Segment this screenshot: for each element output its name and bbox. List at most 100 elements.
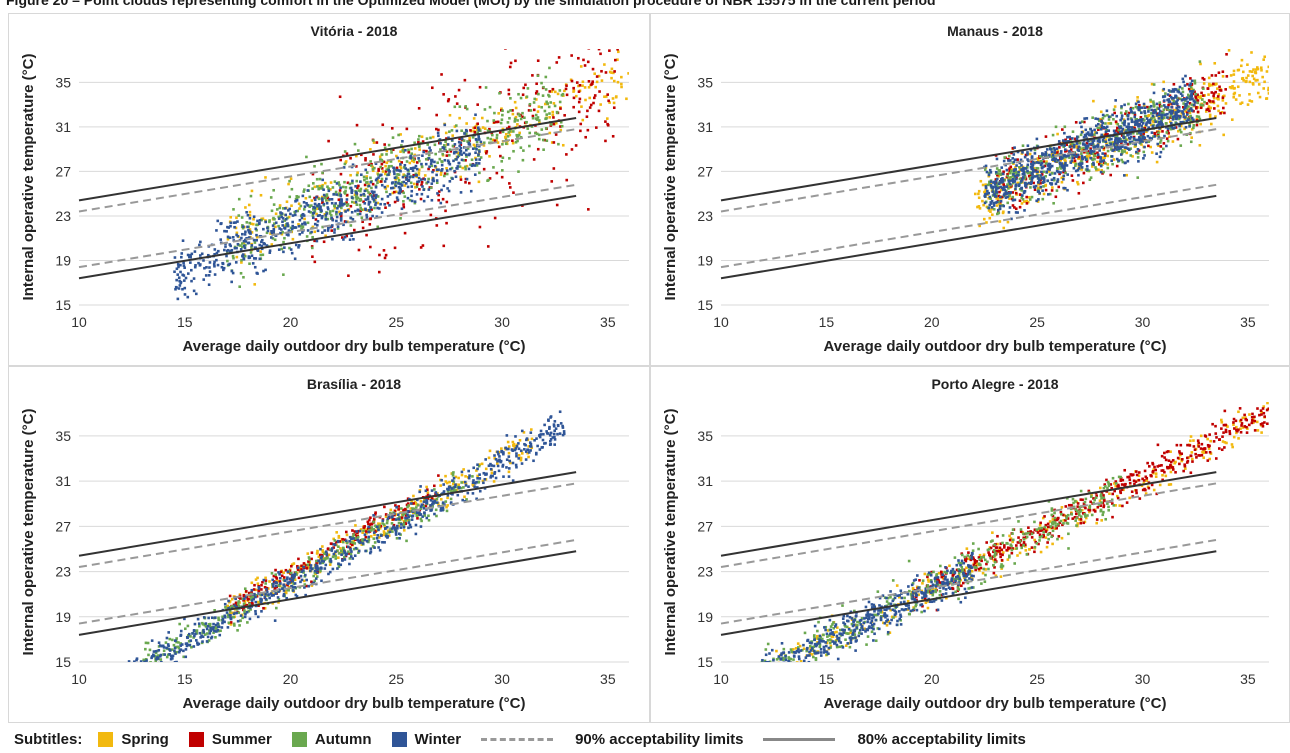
data-point — [386, 184, 390, 188]
data-point — [377, 536, 381, 539]
data-point — [406, 518, 410, 522]
data-point — [515, 133, 519, 137]
data-point — [1181, 111, 1185, 114]
data-point — [447, 153, 451, 157]
data-point — [410, 499, 413, 503]
data-point — [507, 475, 511, 478]
data-point — [419, 507, 423, 510]
data-point — [1008, 169, 1012, 173]
data-point — [329, 225, 333, 229]
data-point — [1212, 96, 1216, 100]
data-point — [314, 572, 317, 576]
data-point — [517, 170, 520, 173]
data-point — [488, 127, 491, 131]
data-point — [1105, 141, 1108, 145]
data-point — [1132, 137, 1136, 140]
data-point — [1091, 162, 1094, 166]
data-point — [303, 217, 306, 221]
data-point — [216, 628, 220, 632]
data-point — [310, 230, 313, 234]
data-point — [259, 593, 262, 597]
data-point — [1164, 122, 1168, 125]
data-point — [157, 654, 160, 657]
data-point — [446, 489, 450, 493]
data-point — [177, 646, 181, 650]
data-point — [1088, 155, 1091, 158]
data-point — [416, 517, 419, 520]
data-point — [1163, 134, 1166, 138]
data-point — [404, 519, 407, 522]
data-point — [983, 201, 987, 205]
data-point — [402, 529, 406, 532]
data-point — [243, 587, 247, 591]
data-point — [194, 292, 198, 296]
data-point — [327, 187, 330, 190]
data-point — [252, 257, 256, 260]
data-point — [372, 528, 376, 531]
data-point — [1103, 114, 1106, 118]
data-point — [265, 244, 269, 247]
data-point — [580, 105, 583, 108]
data-point — [407, 172, 411, 176]
data-point — [339, 186, 342, 190]
data-point — [369, 529, 373, 532]
data-point — [1037, 182, 1040, 186]
data-point — [1094, 167, 1098, 171]
data-point — [1208, 109, 1211, 113]
data-point — [995, 191, 999, 194]
data-point — [136, 670, 139, 673]
data-point — [418, 188, 421, 191]
data-point — [260, 218, 263, 222]
data-point — [1120, 144, 1124, 148]
data-point — [992, 181, 995, 184]
data-point — [570, 54, 573, 57]
data-point — [1137, 100, 1140, 104]
data-point — [1142, 157, 1145, 160]
data-point — [468, 136, 471, 140]
data-point — [308, 558, 311, 561]
data-point — [266, 226, 269, 230]
data-point — [542, 85, 545, 89]
data-point — [462, 159, 465, 162]
data-point — [1112, 117, 1115, 121]
data-point — [1025, 199, 1029, 203]
data-point — [1196, 99, 1200, 102]
data-point — [1063, 140, 1067, 143]
data-point — [462, 468, 465, 471]
data-point — [1106, 149, 1110, 153]
data-point — [353, 201, 356, 204]
data-point — [1150, 137, 1154, 140]
data-point — [210, 616, 214, 620]
data-point — [147, 664, 150, 667]
data-point — [1018, 166, 1021, 169]
data-point — [531, 116, 535, 120]
data-point — [359, 528, 363, 531]
data-point — [1097, 155, 1101, 159]
data-point — [1023, 181, 1027, 185]
data-point — [322, 193, 326, 197]
data-point — [1075, 142, 1079, 145]
data-point — [1225, 52, 1228, 56]
data-point — [1178, 85, 1182, 89]
y-tick-label: 23 — [697, 208, 713, 224]
data-point — [333, 228, 336, 231]
data-point — [1158, 109, 1162, 113]
data-point — [1139, 137, 1142, 141]
data-point — [398, 169, 401, 172]
data-point — [474, 125, 478, 128]
data-point — [577, 84, 580, 88]
data-point — [1005, 185, 1009, 188]
data-point — [1136, 152, 1140, 155]
data-point — [377, 167, 381, 171]
data-point — [292, 562, 296, 565]
data-point — [1034, 184, 1038, 188]
data-point — [247, 228, 250, 232]
data-point — [447, 98, 451, 101]
data-point — [1197, 115, 1201, 119]
data-point — [274, 212, 278, 216]
data-point — [522, 86, 526, 90]
data-point — [326, 229, 330, 232]
data-point — [998, 169, 1002, 172]
x-tick-label: 30 — [494, 314, 510, 330]
data-point — [1177, 129, 1180, 133]
